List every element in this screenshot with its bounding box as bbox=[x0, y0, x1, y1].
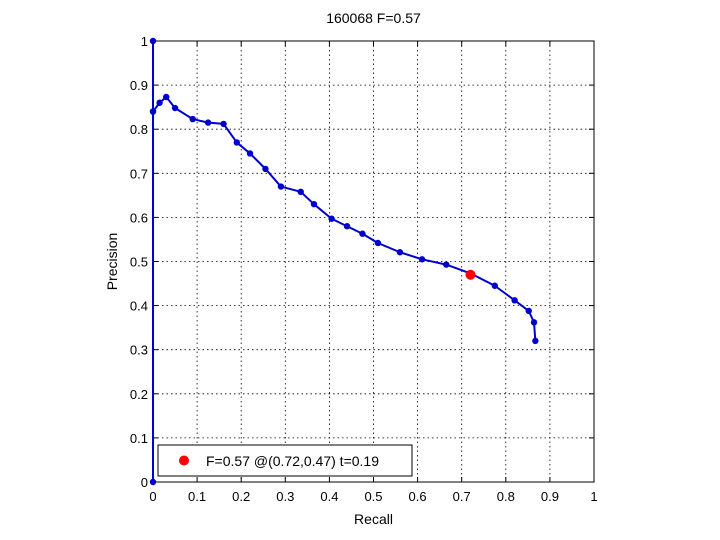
x-tick-label: 0.9 bbox=[541, 489, 559, 504]
y-tick-label: 0.1 bbox=[130, 431, 148, 446]
series-group bbox=[149, 37, 539, 486]
legend: F=0.57 @(0.72,0.47) t=0.19 bbox=[157, 444, 413, 477]
data-point bbox=[156, 99, 163, 106]
data-point bbox=[491, 282, 498, 289]
data-point bbox=[328, 215, 335, 222]
x-tick-label: 0.3 bbox=[276, 489, 294, 504]
data-point bbox=[189, 115, 196, 123]
y-tick-label: 0.2 bbox=[130, 387, 148, 402]
data-point bbox=[204, 119, 212, 126]
y-tick-label: 0.5 bbox=[130, 255, 148, 270]
y-tick-label: 0.7 bbox=[130, 166, 148, 181]
x-axis-label: Recall bbox=[354, 511, 393, 527]
data-point bbox=[277, 183, 285, 190]
axis-ticks: 0 0.1 0.2 0.3 0.4 0.5 0.6 0.7 0.8 0.9 1 0 0.1 0.2 0.3 0… bbox=[130, 34, 598, 504]
data-point bbox=[246, 150, 254, 157]
data-point bbox=[396, 249, 404, 256]
y-tick-label: 0 bbox=[141, 475, 148, 490]
data-point bbox=[418, 256, 426, 263]
data-point bbox=[149, 37, 157, 45]
grid bbox=[153, 41, 594, 482]
y-tick-label: 0.3 bbox=[130, 343, 148, 358]
data-point bbox=[171, 104, 179, 112]
x-tick-label: 0.7 bbox=[453, 489, 471, 504]
y-tick-label: 1 bbox=[141, 34, 148, 49]
data-point bbox=[297, 188, 304, 196]
data-point bbox=[149, 108, 157, 115]
x-tick-label: 0.8 bbox=[497, 489, 515, 504]
y-tick-label: 0.8 bbox=[130, 122, 148, 137]
data-point bbox=[233, 139, 240, 146]
y-tick-label: 0.6 bbox=[130, 210, 148, 225]
y-tick-label: 0.4 bbox=[130, 299, 148, 314]
x-tick-label: 0.5 bbox=[364, 489, 382, 504]
data-point bbox=[220, 120, 227, 128]
data-point bbox=[343, 223, 351, 230]
data-point bbox=[374, 239, 382, 247]
x-tick-label: 0 bbox=[149, 489, 156, 504]
best-f-point bbox=[465, 269, 476, 280]
legend-text: F=0.57 @(0.72,0.47) t=0.19 bbox=[206, 453, 379, 469]
data-point bbox=[310, 200, 318, 208]
legend-box bbox=[157, 444, 413, 477]
data-point bbox=[149, 478, 157, 486]
series-line bbox=[152, 41, 537, 483]
data-point bbox=[163, 93, 170, 101]
x-tick-label: 0.6 bbox=[409, 489, 427, 504]
data-point bbox=[511, 297, 518, 304]
x-tick-label: 0.4 bbox=[320, 489, 338, 504]
data-point bbox=[530, 319, 538, 326]
data-point bbox=[443, 261, 450, 268]
data-point bbox=[532, 337, 539, 345]
x-tick-label: 1 bbox=[590, 489, 597, 504]
y-axis-label: Precision bbox=[104, 233, 120, 291]
legend-marker bbox=[179, 455, 189, 466]
y-tick-label: 0.9 bbox=[130, 78, 148, 93]
data-point bbox=[359, 230, 366, 237]
data-point bbox=[525, 307, 532, 315]
data-point bbox=[262, 165, 269, 173]
x-tick-label: 0.1 bbox=[188, 489, 206, 504]
chart-title: 160068 F=0.57 bbox=[326, 10, 421, 26]
x-tick-label: 0.2 bbox=[232, 489, 250, 504]
